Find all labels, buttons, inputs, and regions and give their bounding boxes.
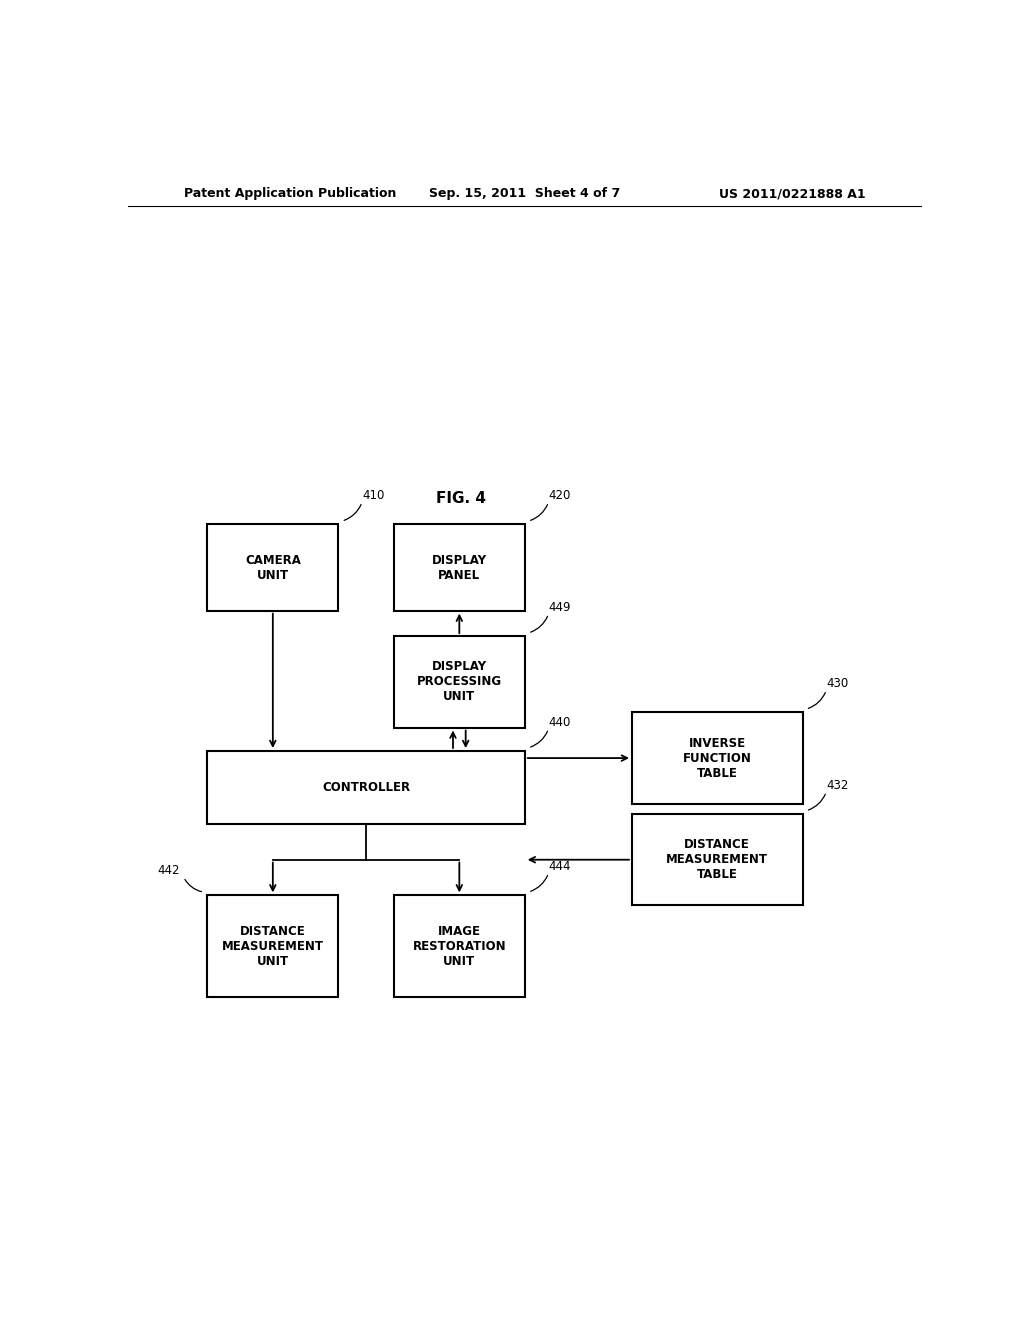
- Text: 420: 420: [549, 488, 571, 502]
- Text: DISPLAY
PANEL: DISPLAY PANEL: [432, 553, 486, 582]
- Text: 410: 410: [362, 488, 384, 502]
- Text: CONTROLLER: CONTROLLER: [322, 781, 411, 795]
- Text: 442: 442: [157, 865, 179, 876]
- Text: 430: 430: [826, 677, 849, 690]
- Text: IMAGE
RESTORATION
UNIT: IMAGE RESTORATION UNIT: [413, 924, 506, 968]
- Text: 440: 440: [549, 715, 571, 729]
- Text: 449: 449: [549, 601, 571, 614]
- Bar: [207, 751, 525, 824]
- Bar: [394, 895, 525, 997]
- Text: FIG. 4: FIG. 4: [436, 491, 486, 507]
- Text: 432: 432: [826, 779, 849, 792]
- Text: CAMERA
UNIT: CAMERA UNIT: [245, 553, 301, 582]
- Bar: [394, 636, 525, 727]
- Text: 444: 444: [549, 859, 571, 873]
- Bar: [632, 814, 803, 906]
- Bar: [394, 524, 525, 611]
- Text: DISPLAY
PROCESSING
UNIT: DISPLAY PROCESSING UNIT: [417, 660, 502, 704]
- Text: US 2011/0221888 A1: US 2011/0221888 A1: [720, 187, 866, 201]
- Bar: [207, 895, 338, 997]
- Bar: [632, 713, 803, 804]
- Text: INVERSE
FUNCTION
TABLE: INVERSE FUNCTION TABLE: [683, 737, 752, 780]
- Bar: [207, 524, 338, 611]
- Text: Sep. 15, 2011  Sheet 4 of 7: Sep. 15, 2011 Sheet 4 of 7: [429, 187, 621, 201]
- Text: Patent Application Publication: Patent Application Publication: [183, 187, 396, 201]
- Text: DISTANCE
MEASUREMENT
UNIT: DISTANCE MEASUREMENT UNIT: [222, 924, 324, 968]
- Text: DISTANCE
MEASUREMENT
TABLE: DISTANCE MEASUREMENT TABLE: [667, 838, 768, 882]
